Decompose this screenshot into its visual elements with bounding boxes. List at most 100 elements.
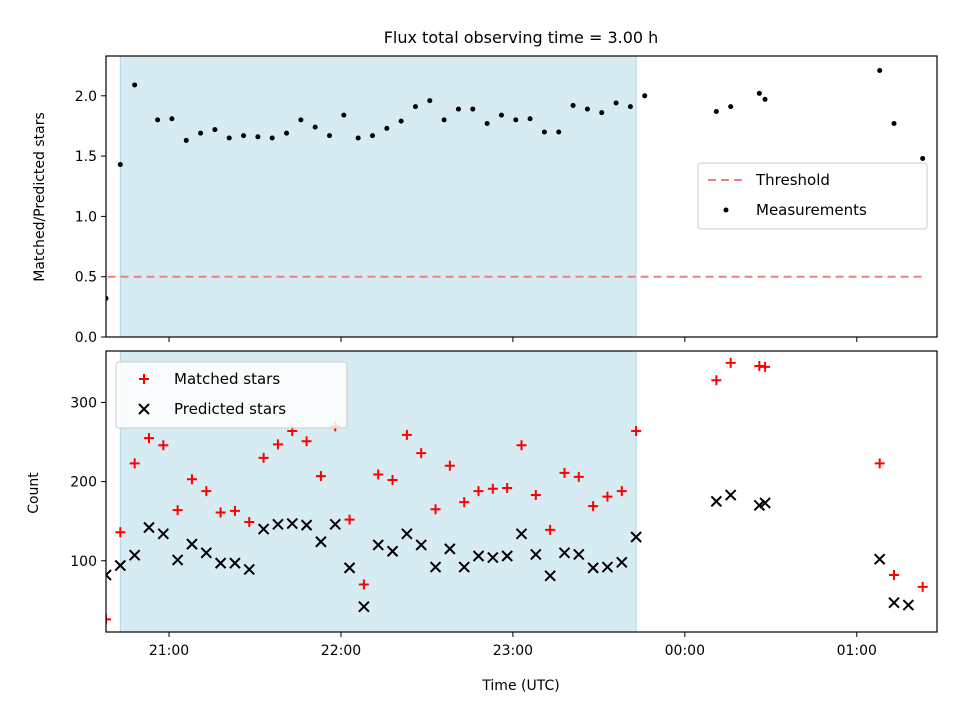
data-point <box>877 67 883 73</box>
y-tick-label: 100 <box>70 554 97 570</box>
data-point <box>341 112 347 118</box>
data-point <box>573 471 584 482</box>
data-point <box>372 539 384 551</box>
data-point <box>756 90 762 96</box>
data-point <box>502 482 513 493</box>
data-point <box>874 458 885 469</box>
data-point <box>441 117 447 123</box>
data-point <box>498 112 504 118</box>
legend-label: Predicted stars <box>174 400 286 418</box>
x-axis-label: Time (UTC) <box>481 678 559 694</box>
data-point <box>229 557 241 569</box>
data-point <box>599 110 605 116</box>
data-point <box>627 104 633 110</box>
data-point <box>917 581 928 592</box>
data-point <box>106 614 111 625</box>
data-point <box>315 471 326 482</box>
data-point <box>229 505 240 516</box>
plot-frame <box>105 55 938 338</box>
data-point <box>114 559 127 572</box>
data-point <box>129 458 140 469</box>
legend-label: Matched stars <box>174 370 280 388</box>
data-point <box>384 125 390 131</box>
data-point <box>272 518 284 531</box>
data-point <box>115 527 126 538</box>
data-point <box>244 516 255 527</box>
data-point <box>762 96 768 102</box>
data-point <box>891 121 897 127</box>
data-point <box>243 563 255 576</box>
data-point <box>570 102 576 108</box>
data-point <box>343 562 356 574</box>
data-point <box>201 486 212 497</box>
data-point <box>300 519 313 531</box>
data-point <box>106 569 112 581</box>
data-point <box>427 98 433 104</box>
data-point <box>713 108 719 114</box>
data-point <box>183 137 189 143</box>
data-point <box>631 425 642 436</box>
data-point <box>601 561 614 573</box>
legend-marker <box>138 403 150 415</box>
x-tick-label: 22:00 <box>321 643 361 659</box>
data-point <box>387 475 398 486</box>
data-point <box>226 135 232 141</box>
data-point <box>515 528 528 540</box>
data-point <box>724 489 737 501</box>
data-point <box>157 528 170 540</box>
data-point <box>106 295 109 301</box>
data-point <box>728 104 734 110</box>
data-point <box>143 521 155 534</box>
ratio-plot: 0.0 0.5 1.0 1.5 2.0 Threshold Measurements <box>75 55 938 346</box>
data-point <box>169 116 175 122</box>
data-point <box>889 570 900 581</box>
data-point <box>128 549 141 561</box>
data-point <box>186 538 198 550</box>
data-point <box>401 528 413 540</box>
data-point <box>386 545 399 557</box>
data-point <box>412 104 418 110</box>
data-point <box>760 361 771 372</box>
data-point <box>556 129 562 135</box>
data-point <box>616 486 627 497</box>
data-point <box>630 531 642 543</box>
data-point <box>298 117 304 123</box>
data-point <box>458 561 470 573</box>
data-point <box>269 135 275 141</box>
data-point <box>459 497 470 508</box>
data-point <box>355 135 361 141</box>
legend-label: Measurements <box>756 201 867 219</box>
data-point <box>873 553 886 565</box>
data-point <box>117 162 123 168</box>
plot-frame <box>105 350 938 633</box>
x-tick-label: 21:00 <box>149 643 189 659</box>
data-point <box>545 524 556 535</box>
data-point <box>215 507 226 518</box>
data-point <box>415 539 427 551</box>
data-point <box>369 133 375 139</box>
data-point <box>241 133 247 139</box>
data-point <box>902 599 915 611</box>
data-point <box>416 448 427 459</box>
data-point <box>616 556 628 569</box>
data-point <box>541 129 547 135</box>
data-point <box>401 429 412 440</box>
chart-title: Flux total observing time = 3.00 h <box>384 28 659 47</box>
data-point <box>172 505 183 516</box>
data-point <box>373 469 384 480</box>
data-point <box>312 124 318 130</box>
data-point <box>558 547 571 559</box>
data-point <box>472 550 485 562</box>
data-point <box>358 579 369 590</box>
data-point <box>329 518 341 531</box>
data-point <box>444 460 455 471</box>
data-point <box>315 536 327 548</box>
data-point <box>132 82 138 88</box>
data-point <box>888 597 900 609</box>
y-tick-label: 1.0 <box>75 209 97 225</box>
data-point <box>470 106 476 112</box>
data-point <box>587 562 599 574</box>
data-point <box>573 548 585 561</box>
data-point <box>710 495 723 508</box>
data-point <box>759 497 771 509</box>
